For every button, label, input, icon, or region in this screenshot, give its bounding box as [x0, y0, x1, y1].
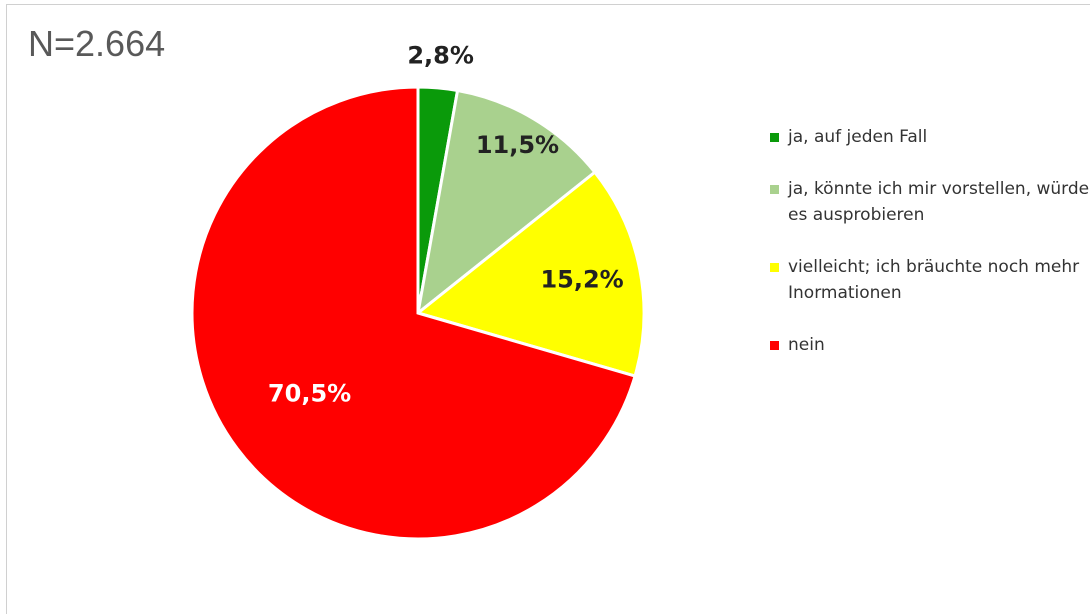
legend-item: nein — [770, 332, 1090, 358]
chart-frame — [6, 4, 1090, 614]
legend-swatch — [770, 185, 779, 194]
value-label: 2,8% — [407, 41, 474, 69]
value-label: 15,2% — [540, 266, 623, 294]
legend-swatch — [770, 263, 779, 272]
legend-swatch — [770, 133, 779, 142]
chart-title: N=2.664 — [28, 23, 165, 64]
legend-swatch — [770, 341, 779, 350]
legend-item: vielleicht; ich bräuchte noch mehr Inorm… — [770, 254, 1090, 306]
value-label: 11,5% — [476, 131, 559, 159]
legend-item: ja, auf jeden Fall — [770, 124, 1090, 150]
pie-slice — [415, 88, 597, 317]
legend-item: ja, könnte ich mir vorstellen, würde es … — [770, 176, 1090, 228]
pie-slice — [414, 170, 646, 378]
value-label: 70,5% — [268, 379, 351, 407]
legend: ja, auf jeden Fall ja, könnte ich mir vor… — [770, 124, 1090, 384]
legend-label: nein — [788, 335, 825, 355]
legend-label: ja, auf jeden Fall — [788, 127, 928, 147]
legend-label: ja, könnte ich mir vorstellen, würde es … — [788, 179, 1090, 225]
pie-slice — [190, 85, 637, 541]
legend-label: vielleicht; ich bräuchte noch mehr Inorm… — [788, 257, 1080, 303]
